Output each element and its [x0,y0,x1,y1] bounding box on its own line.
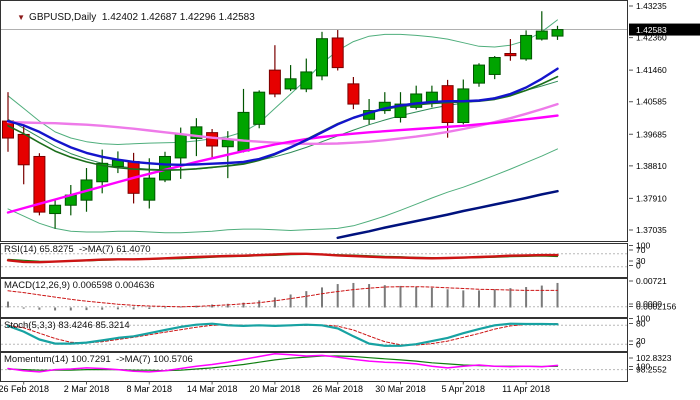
bullish-candle [143,177,156,201]
date-axis-label: 26 Feb 2018 [0,384,49,394]
price-axis-label: 1.37035 [636,225,667,235]
price-axis-label: 1.43235 [636,1,667,11]
momentum-axis-label: 98.2552 [636,365,667,375]
bullish-candle [174,133,187,159]
bullish-candle [520,34,533,60]
bullish-candle [300,71,313,90]
rsi-axis-label: 70 [636,245,646,255]
date-axis-label: 26 Mar 2018 [312,384,363,394]
bearish-candle [504,53,517,57]
stoch-k-line [6,322,559,347]
current-price-badge [629,23,700,36]
bollinger-upper-band [7,19,558,145]
momentum-axis-label: 102.8323 [636,353,672,363]
stoch-axis-label: 100 [636,314,650,324]
macd-signal-line [7,286,558,308]
bullish-candle [316,38,328,77]
bullish-candle [473,64,485,84]
rsi-axis-label: 0 [636,261,641,271]
date-axis-label: 11 Apr 2018 [502,384,550,394]
macd-axis-label: 0.00721 [636,276,667,286]
stoch-axis-label: 0 [636,340,641,350]
stoch-axis-label: 20 [636,336,646,346]
bullish-candle [237,111,250,152]
price-axis-label: 1.42360 [636,33,667,43]
bearish-candle [331,37,344,69]
date-axis-label: 20 Mar 2018 [250,384,301,394]
date-axis-label: 2 Mar 2018 [64,384,110,394]
price-axis-label: 1.39685 [636,129,667,139]
bearish-candle [33,155,46,213]
rsi-axis-label: 100 [636,241,650,251]
price-axis-label: 1.41460 [636,65,667,75]
bearish-candle [206,132,219,147]
ma-magenta-line [6,114,559,214]
bullish-candle [284,78,297,90]
rsi-line [6,252,559,264]
sma200-line [336,189,559,240]
macd-axis-label: 0.0002156 [636,302,676,312]
price-scale-area[interactable] [629,0,700,400]
bullish-candle [410,93,423,108]
date-axis-label: 14 Mar 2018 [187,384,238,394]
stoch-axis-label: 80 [636,319,646,329]
bullish-candle [488,56,501,75]
bullish-candle [49,204,62,215]
momentum-ma-line [7,355,559,372]
date-axis-label: 30 Mar 2018 [375,384,426,394]
current-price-label: 1.42583 [636,25,667,35]
bearish-candle [268,69,281,95]
bollinger-lower-band [7,148,558,234]
bullish-candle [253,91,266,125]
momentum-line [7,352,559,373]
bullish-candle [394,103,407,118]
bullish-candle [551,29,564,37]
bullish-candle [96,162,109,183]
price-axis-label: 1.38810 [636,161,667,171]
momentum-axis-label: 100 [636,362,650,372]
bearish-candle [347,83,360,105]
bearish-candle [17,133,30,166]
bullish-candle [190,126,203,139]
rsi-axis-label: 30 [636,256,646,266]
date-axis-label: 5 Apr 2018 [442,384,486,394]
price-axis-label: 1.37910 [636,193,667,203]
date-axis-label: 8 Mar 2018 [127,384,173,394]
bearish-candle [2,120,14,139]
macd-axis-label: 0.0000 [636,299,662,309]
bullish-candle [535,30,548,40]
macd-panel[interactable] [0,278,628,318]
bullish-candle [457,88,470,124]
price-axis-label: 1.40585 [636,97,667,107]
ema-blue-line [6,67,559,167]
bullish-candle [221,139,234,148]
bearish-candle [441,85,454,124]
